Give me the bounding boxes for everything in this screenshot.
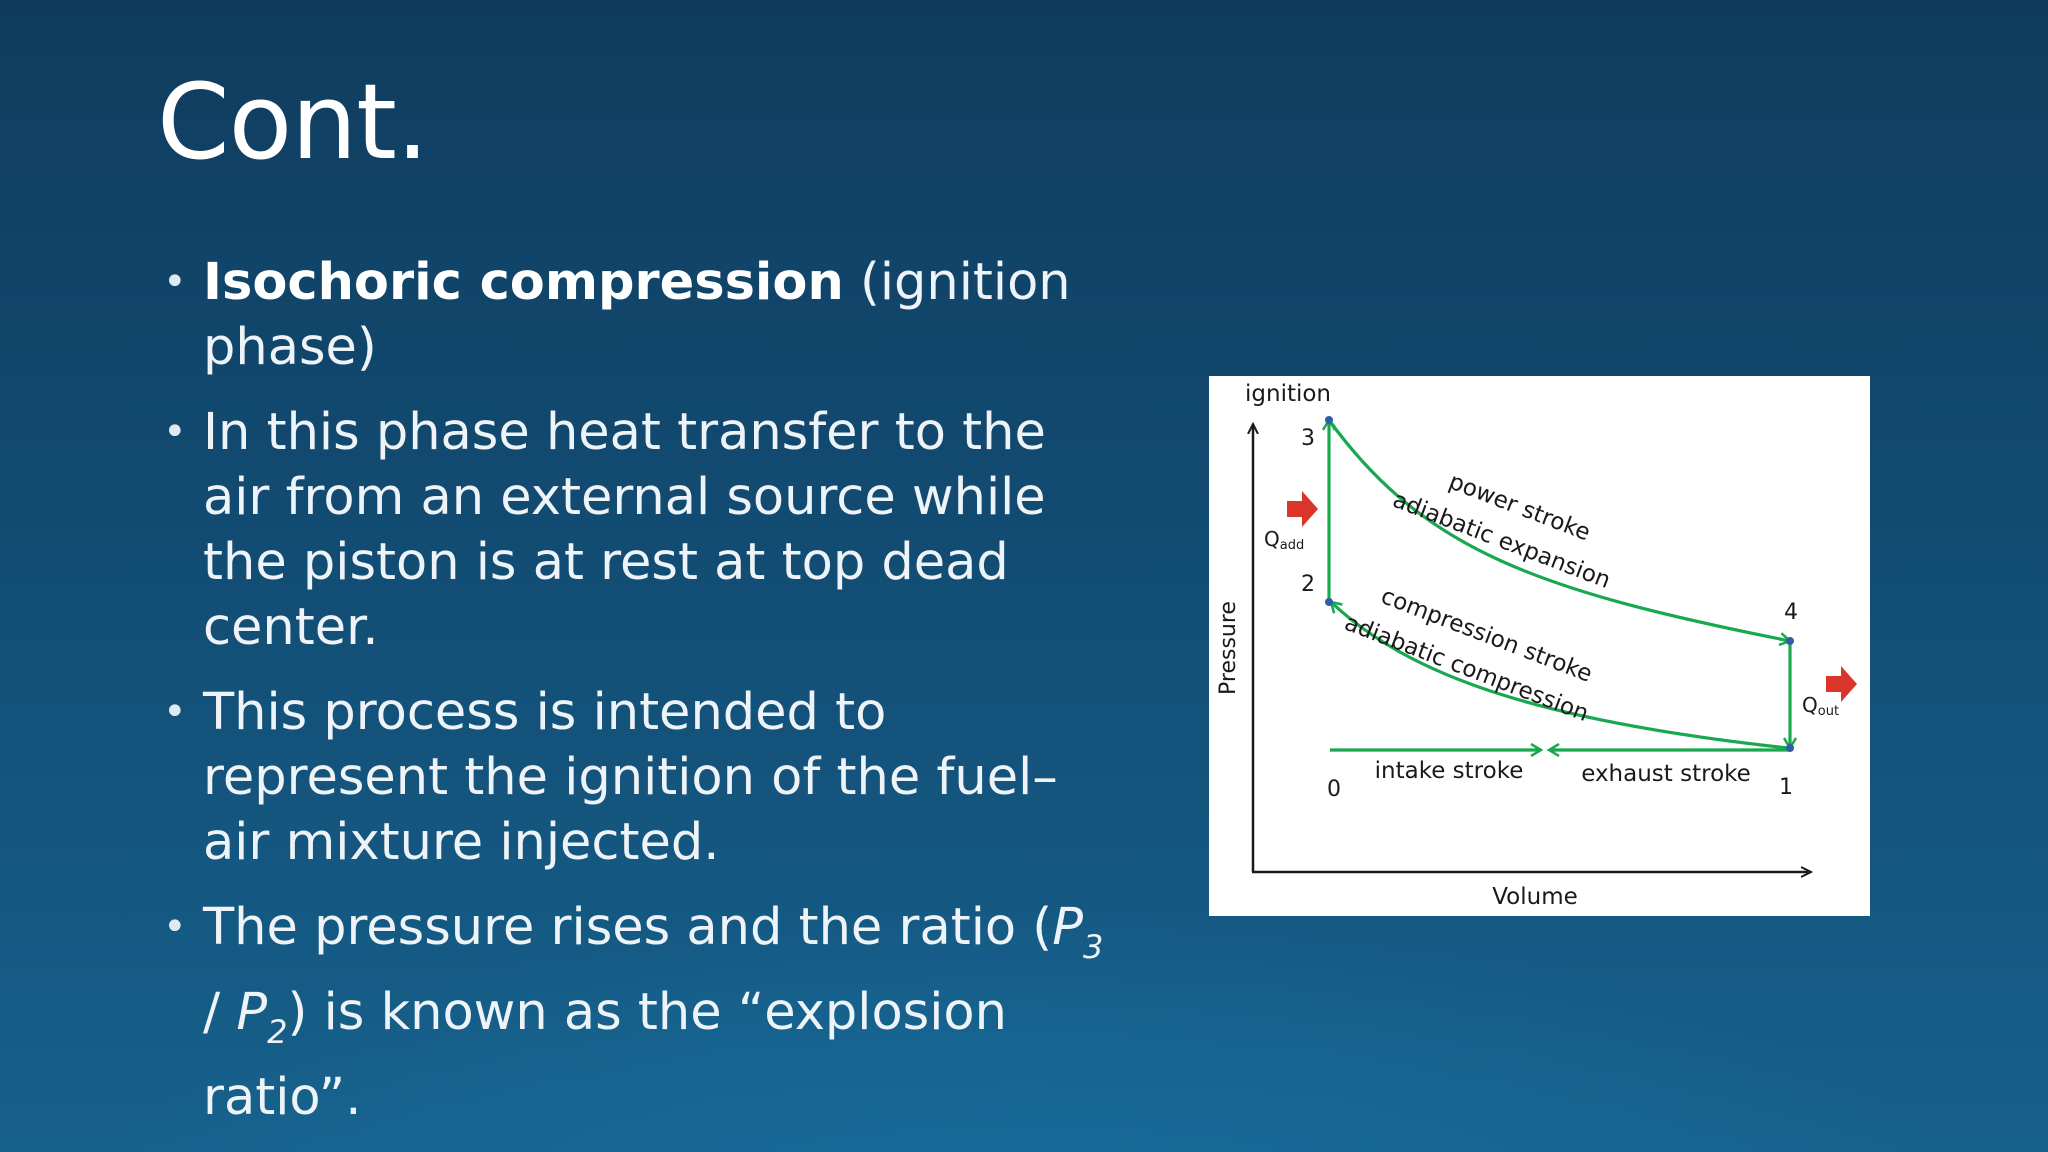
bullet-text: (ignition phase)	[203, 253, 1071, 377]
intake-stroke-label: intake stroke	[1375, 758, 1524, 784]
q-out-label: Qout	[1802, 693, 1839, 719]
heat-in-arrow-icon	[1287, 491, 1318, 527]
bullet-text: This process is intended to represent th…	[203, 683, 1058, 872]
bullet-dot-icon: •	[163, 904, 187, 950]
bullet-bold-text: Isochoric compression	[203, 253, 844, 312]
q-out-symbol: Q	[1802, 693, 1818, 717]
point-label-0: 0	[1327, 777, 1341, 802]
state-point-1	[1786, 744, 1794, 752]
p3-symbol: P	[1052, 898, 1083, 957]
state-point-3	[1325, 416, 1333, 424]
q-add-label: Qadd	[1264, 527, 1304, 553]
q-add-symbol: Q	[1264, 527, 1280, 551]
bullet-text: ) is known as the “explosion ratio”.	[203, 983, 1007, 1127]
bullet-text: In this phase heat transfer to the air f…	[203, 403, 1046, 657]
q-add-subscript: add	[1280, 538, 1304, 553]
bullet-dot-icon: •	[163, 689, 187, 735]
heat-out-arrow-icon	[1826, 666, 1857, 702]
point-label-1: 1	[1779, 775, 1793, 800]
expansion-curve	[1327, 419, 1790, 641]
state-point-4	[1786, 637, 1794, 645]
y-axis-label: Pressure	[1216, 601, 1241, 695]
ignition-label: ignition	[1245, 381, 1331, 407]
bullet-text: The pressure rises and the ratio (	[203, 898, 1053, 957]
p2-subscript: 2	[267, 1013, 288, 1051]
exhaust-stroke-label: exhaust stroke	[1581, 761, 1751, 787]
bullet-list: • Isochoric compression (ignition phase) …	[163, 250, 1123, 1150]
point-label-3: 3	[1301, 426, 1315, 451]
q-out-subscript: out	[1818, 704, 1839, 719]
ratio-slash: /	[203, 983, 237, 1042]
bullet-dot-icon: •	[163, 259, 187, 305]
point-label-2: 2	[1301, 572, 1315, 597]
bullet-dot-icon: •	[163, 409, 187, 455]
p2-symbol: P	[236, 983, 268, 1042]
cycle-paths	[1329, 420, 1790, 750]
x-axis-label: Volume	[1492, 884, 1578, 910]
point-label-4: 4	[1784, 600, 1798, 625]
compression-curve	[1331, 602, 1789, 750]
otto-cycle-diagram: ignition Pressure Volume 3 2 4 1 0 Qadd …	[1209, 376, 1870, 916]
bullet-item: • This process is intended to represent t…	[163, 680, 1123, 875]
bullet-item: • Isochoric compression (ignition phase)	[163, 250, 1123, 380]
pv-diagram-svg: ignition Pressure Volume 3 2 4 1 0 Qadd …	[1216, 381, 1857, 910]
slide-title: Cont.	[157, 61, 429, 183]
state-point-2	[1325, 598, 1333, 606]
bullet-item: • The pressure rises and the ratio (P3 / …	[163, 895, 1123, 1130]
bullet-item: • In this phase heat transfer to the air…	[163, 400, 1123, 660]
p3-subscript: 3	[1082, 928, 1104, 966]
